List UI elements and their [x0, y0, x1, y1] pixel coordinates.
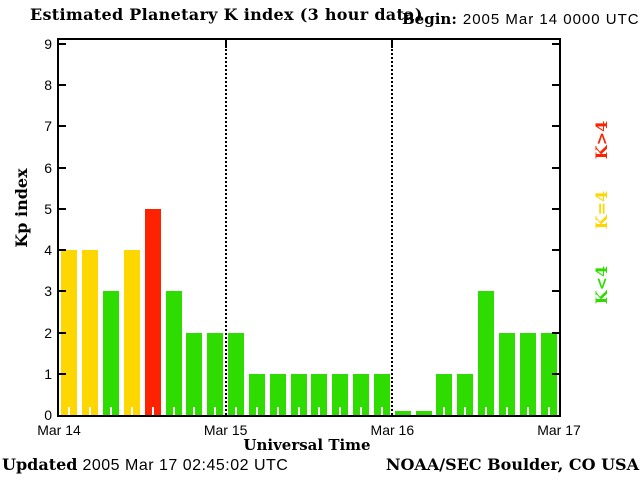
chart-title: Estimated Planetary K index (3 hour data…: [30, 5, 423, 24]
updated-label: Updated: [2, 455, 78, 474]
x-axis-tick: [297, 407, 300, 415]
kp-bar: [478, 291, 495, 415]
y-axis-tick-label: 8: [44, 77, 52, 94]
kp-bar: [269, 373, 286, 415]
x-axis-tick: [485, 407, 488, 415]
y-axis-tick: [552, 290, 559, 293]
kp-bar: [290, 373, 307, 415]
day-label: Mar 16: [370, 422, 415, 438]
kp-bar: [165, 291, 182, 415]
x-axis-tick: [505, 407, 508, 415]
begin-timestamp: Begin: 2005 Mar 14 0000 UTC: [402, 9, 640, 28]
y-axis-tick: [59, 166, 66, 169]
y-axis-tick-label: 1: [44, 365, 52, 382]
x-axis-tick: [380, 407, 383, 415]
kp-bar: [248, 373, 265, 415]
x-axis-tick: [276, 407, 279, 415]
y-axis-tick: [552, 125, 559, 128]
x-axis-tick: [151, 407, 154, 415]
x-axis-tick: [172, 407, 175, 415]
y-axis-tick: [59, 43, 66, 45]
kp-bar: [436, 373, 453, 415]
x-axis-tick: [547, 407, 550, 415]
legend-item: K>4: [592, 120, 611, 160]
y-axis-tick: [552, 372, 559, 375]
plot-area: [57, 38, 561, 417]
x-axis-tick: [318, 407, 321, 415]
kp-bar: [103, 291, 120, 415]
kp-bar: [311, 373, 328, 415]
x-axis-title: Universal Time: [243, 436, 371, 454]
y-axis-tick: [552, 166, 559, 169]
y-axis-tick: [552, 43, 559, 45]
updated-line: Updated 2005 Mar 17 02:45:02 UTC: [2, 455, 288, 475]
updated-value: 2005 Mar 17 02:45:02 UTC: [82, 457, 289, 474]
kp-bar: [186, 332, 203, 415]
legend-item: K=4: [592, 190, 611, 230]
y-axis-tick: [552, 249, 559, 252]
kp-bar: [457, 373, 474, 415]
x-axis-tick: [193, 407, 196, 415]
y-axis-tick-label: 4: [44, 242, 52, 259]
kp-bar: [373, 373, 390, 415]
y-axis-tick-label: 2: [44, 324, 52, 341]
kp-bar: [353, 373, 370, 415]
kp-bar: [519, 332, 536, 415]
x-axis-tick: [526, 407, 529, 415]
kp-bar: [540, 332, 557, 415]
begin-label: Begin:: [402, 10, 457, 28]
y-axis-tick-label: 5: [44, 200, 52, 217]
y-axis-tick: [59, 84, 66, 87]
x-axis-tick: [89, 407, 92, 415]
top-axis-tick: [391, 40, 394, 48]
y-axis-tick-label: 6: [44, 159, 52, 176]
attribution: NOAA/SEC Boulder, CO USA: [385, 455, 639, 474]
day-boundary-gridline: [224, 40, 227, 415]
x-axis-tick: [68, 407, 71, 415]
y-axis-tick: [59, 249, 66, 252]
y-axis-tick: [59, 372, 66, 375]
top-axis-tick: [224, 40, 227, 48]
day-label: Mar 15: [203, 422, 248, 438]
kp-bar: [394, 411, 411, 415]
x-axis-tick: [255, 407, 258, 415]
kp-bar: [332, 373, 349, 415]
day-boundary-gridline: [391, 40, 394, 415]
x-axis-tick: [235, 407, 238, 415]
y-axis-tick: [552, 207, 559, 210]
kp-bar: [207, 332, 224, 415]
y-axis-tick: [552, 84, 559, 87]
kp-bar: [82, 250, 99, 415]
legend-item: K<4: [592, 265, 611, 305]
x-axis-tick: [464, 407, 467, 415]
x-axis-tick: [214, 407, 217, 415]
x-axis-tick: [443, 407, 446, 415]
kp-bar: [415, 411, 432, 415]
y-axis-tick: [552, 331, 559, 334]
y-axis-tick-label: 0: [44, 407, 52, 423]
x-axis-tick: [110, 407, 113, 415]
kp-bar: [228, 332, 245, 415]
y-axis-tick: [59, 331, 66, 334]
x-axis-tick: [339, 407, 342, 415]
day-label: Mar 14: [37, 422, 81, 438]
y-axis-tick: [59, 125, 66, 128]
kp-bar: [123, 250, 140, 415]
y-axis-tick-label: 9: [44, 36, 52, 52]
day-label: Mar 17: [537, 422, 581, 438]
y-axis-tick-label: 3: [44, 283, 52, 300]
y-axis-tick-label: 7: [44, 118, 52, 135]
begin-value: 2005 Mar 14 0000 UTC: [462, 11, 640, 28]
x-axis-tick: [360, 407, 363, 415]
kp-bar: [498, 332, 515, 415]
kp-bar: [144, 208, 161, 415]
y-axis-tick: [59, 207, 66, 210]
y-axis-tick: [59, 290, 66, 293]
x-axis-tick: [130, 407, 133, 415]
